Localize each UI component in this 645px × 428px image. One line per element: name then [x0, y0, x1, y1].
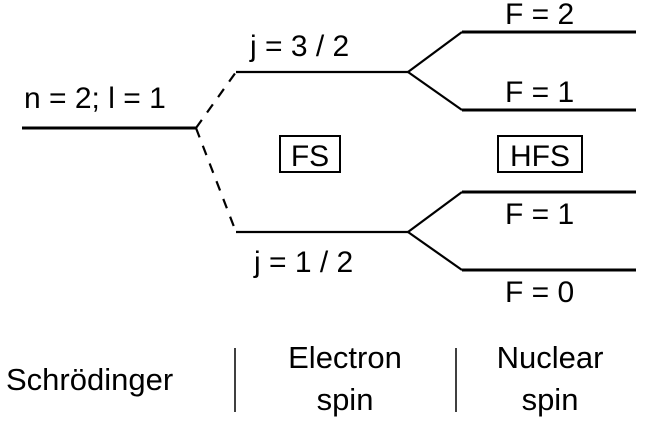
fine-upper-level-label: j = 3 / 2	[249, 30, 349, 63]
fs-split-upper-dash	[195, 71, 237, 129]
hfs-lower-branch-down	[407, 231, 463, 271]
hyperfine-f0-label: F = 0	[505, 276, 574, 309]
column-label-nuclear-line1: Nuclear	[497, 340, 604, 375]
hyperfine-f1-lower-label: F = 1	[505, 198, 574, 231]
column-label-schrodinger: Schrödinger	[6, 362, 173, 397]
fs-split-lower-dash	[194, 127, 238, 233]
hyperfine-f2-label: F = 2	[505, 0, 574, 31]
hfs-box	[497, 135, 583, 173]
hfs-upper-branch-down	[407, 71, 463, 111]
column-label-nuclear-line2: spin	[522, 382, 579, 417]
fine-lower-level-label: j = 1 / 2	[253, 246, 353, 279]
hfs-upper-branch-up	[407, 31, 463, 73]
hfs-box-label: HFS	[510, 140, 570, 173]
fs-box-label: FS	[291, 140, 329, 173]
column-label-electron-line2: spin	[317, 382, 374, 417]
hfs-lower-branch-up	[407, 191, 463, 233]
column-label-electron-line1: Electron	[288, 340, 402, 375]
fs-box	[279, 135, 341, 173]
hyperfine-f1-upper-label: F = 1	[505, 76, 574, 109]
base-level-label: n = 2; l = 1	[24, 82, 166, 115]
